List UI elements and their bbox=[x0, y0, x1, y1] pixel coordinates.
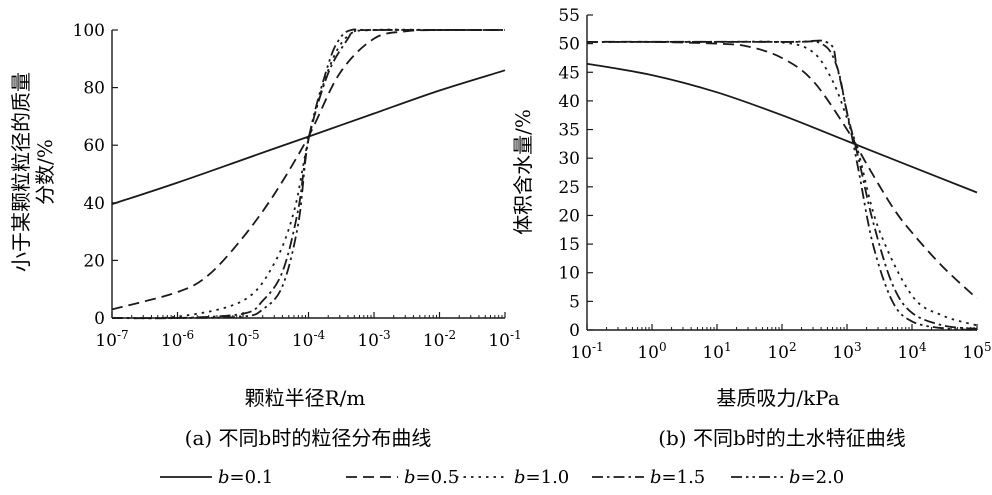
y-axis-label-a-line1: 小于某颗粒粒径的质量 bbox=[9, 72, 33, 272]
y-tick-label: 0 bbox=[94, 309, 105, 329]
x-tick-label: 10-1 bbox=[570, 340, 603, 363]
legend-entry: b=1.5 bbox=[650, 467, 705, 488]
series-line-b-0-5 bbox=[586, 40, 978, 300]
series-line-b-1-0 bbox=[586, 40, 978, 327]
x-tick-label: 10-5 bbox=[226, 328, 259, 351]
x-tick-label: 104 bbox=[897, 340, 927, 363]
legend-symbol: b bbox=[650, 467, 662, 488]
y-tick-label: 20 bbox=[83, 251, 105, 271]
series-line-b-2-0 bbox=[586, 39, 978, 331]
y-tick-label: 15 bbox=[558, 235, 580, 255]
y-tick-label: 100 bbox=[73, 21, 105, 41]
legend-symbol: b bbox=[514, 467, 526, 488]
x-tick-label: 103 bbox=[832, 340, 861, 363]
y-tick-label: 5 bbox=[569, 292, 580, 312]
legend-value: =0.1 bbox=[230, 467, 274, 488]
series-line-b-0-5 bbox=[111, 29, 506, 311]
y-tick-label: 40 bbox=[83, 194, 105, 214]
x-tick-label: 10-3 bbox=[357, 328, 390, 351]
series-line-b-1-5 bbox=[111, 29, 506, 320]
y-tick-label: 55 bbox=[558, 6, 580, 26]
y-tick-label: 45 bbox=[558, 63, 580, 83]
legend-entry: b=1.0 bbox=[514, 467, 569, 488]
legend-entry: b=0.5 bbox=[404, 467, 459, 488]
panel-a: 0 20 40 60 80 100 10-7 10-6 10-5 10-4 10-3 10-2 10-1 bbox=[73, 21, 522, 351]
y-tick-label: 0 bbox=[569, 321, 580, 341]
y-tick-label: 40 bbox=[558, 92, 580, 112]
y-tick-label: 30 bbox=[558, 149, 580, 169]
legend: b=0.1 b=0.5 b=1.0 b=1.5 b=2.0 bbox=[160, 467, 844, 488]
series-line-b-1-0 bbox=[111, 28, 505, 320]
x-tick-label: 10-4 bbox=[292, 328, 326, 351]
legend-value: =2.0 bbox=[801, 467, 845, 488]
legend-value: =1.5 bbox=[662, 467, 706, 488]
x-tick-label: 101 bbox=[702, 340, 731, 363]
legend-symbol: b bbox=[404, 467, 416, 488]
legend-value: =1.0 bbox=[526, 467, 570, 488]
legend-symbol: b bbox=[789, 467, 801, 488]
y-axis-label-b: 体积含水量/% bbox=[511, 109, 535, 235]
y-tick-label: 25 bbox=[558, 178, 580, 198]
y-tick-label: 80 bbox=[83, 79, 105, 99]
x-tick-label: 105 bbox=[962, 340, 991, 363]
y-tick-label: 10 bbox=[558, 264, 580, 284]
x-tick-label: 102 bbox=[767, 340, 796, 363]
y-tick-label: 20 bbox=[558, 206, 580, 226]
y-tick-label: 60 bbox=[83, 136, 105, 156]
caption-b: (b) 不同b时的土水特征曲线 bbox=[658, 426, 906, 450]
y-axis-label-a-line2: 分数/% bbox=[33, 139, 57, 205]
x-axis-label-b: 基质吸力/kPa bbox=[716, 386, 839, 410]
series-line-b-0-1 bbox=[586, 62, 978, 194]
x-axis-label-a: 颗粒半径R/m bbox=[245, 386, 366, 410]
x-tick-label: 10-7 bbox=[95, 328, 128, 351]
legend-value: =0.5 bbox=[416, 467, 460, 488]
legend-entry: b=2.0 bbox=[789, 467, 844, 488]
legend-symbol: b bbox=[218, 467, 230, 488]
legend-entry: b=0.1 bbox=[218, 467, 273, 488]
y-tick-label: 35 bbox=[558, 121, 580, 141]
x-tick-label: 100 bbox=[637, 340, 666, 363]
x-tick-label: 10-2 bbox=[423, 328, 456, 351]
series-line-b-1-5 bbox=[586, 40, 978, 330]
y-tick-label: 50 bbox=[558, 35, 580, 55]
panel-b: 0 5 10 15 20 25 30 35 40 45 50 55 10-1 100 101 102 103 10… bbox=[558, 6, 991, 363]
series-line-b-2-0 bbox=[111, 28, 505, 319]
x-tick-label: 10-1 bbox=[488, 328, 521, 351]
caption-a: (a) 不同b时的粒径分布曲线 bbox=[185, 426, 432, 450]
x-tick-label: 10-6 bbox=[161, 328, 194, 351]
